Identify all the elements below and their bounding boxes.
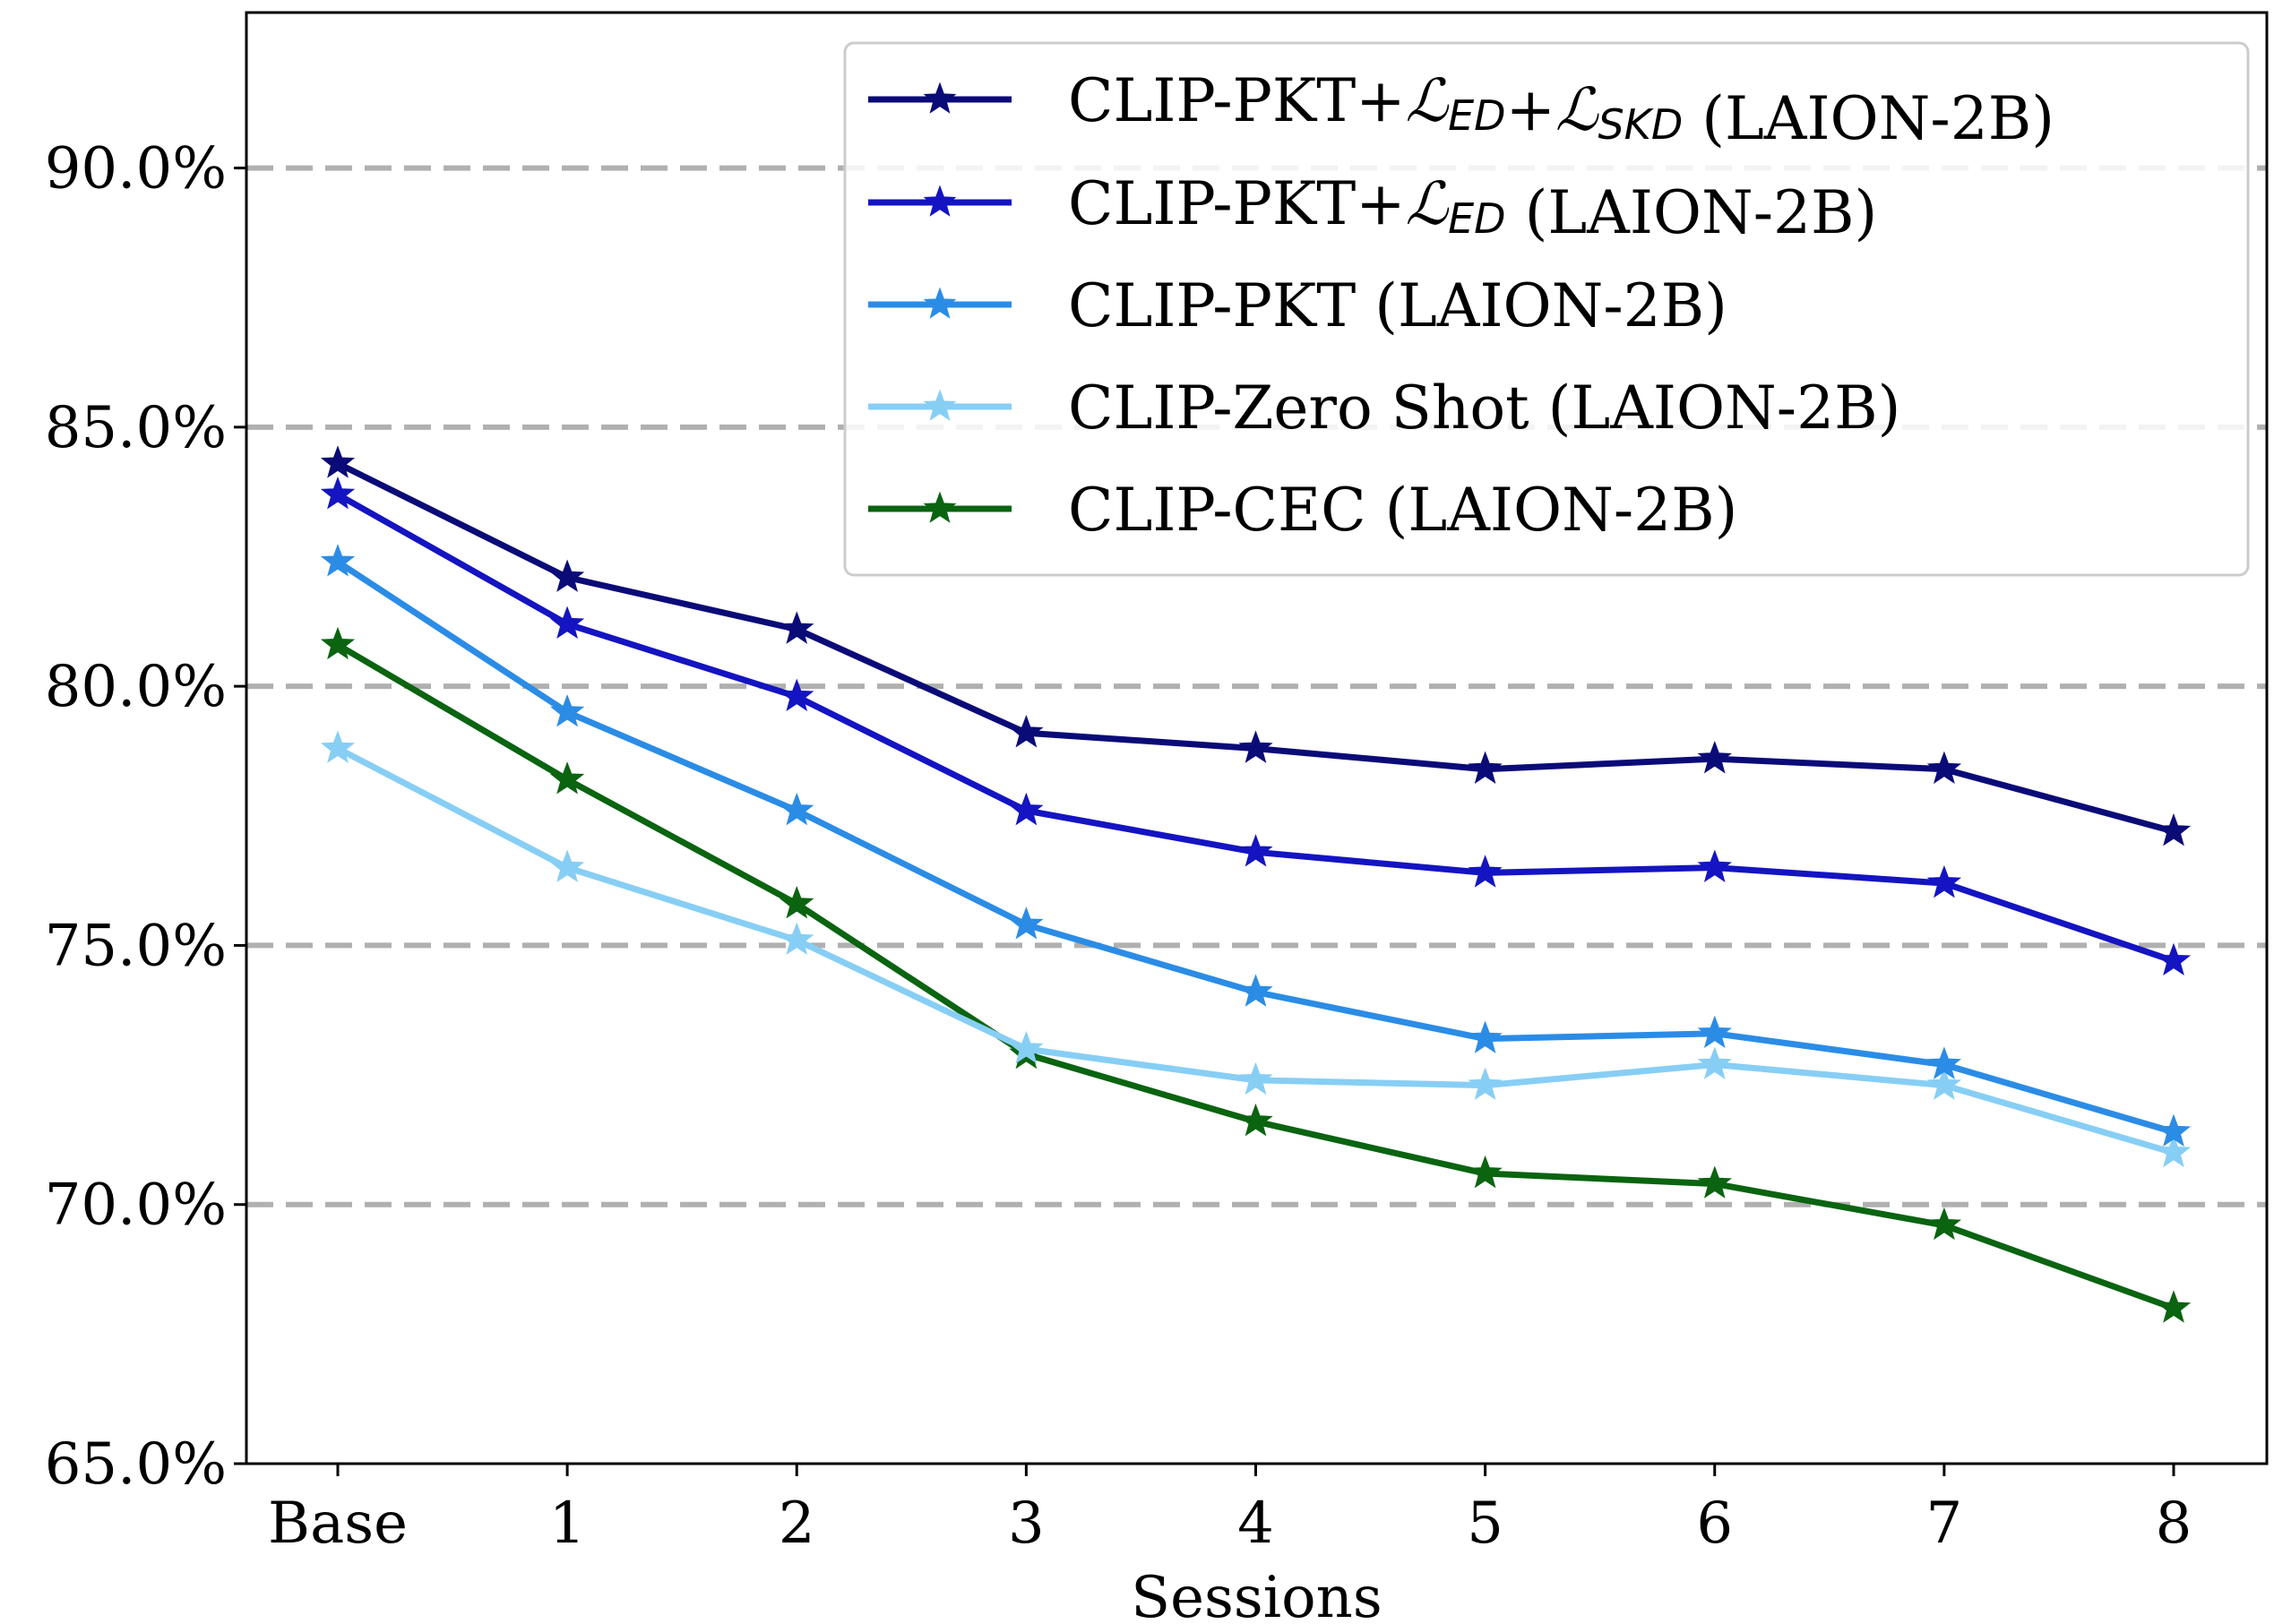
data-point-marker bbox=[1926, 1207, 1962, 1241]
data-point-marker bbox=[1468, 1155, 1503, 1189]
data-point-marker bbox=[1926, 751, 1962, 785]
series-group bbox=[320, 730, 2192, 1168]
data-point-marker bbox=[1009, 715, 1044, 748]
data-point-marker bbox=[1468, 1067, 1503, 1100]
data-point-marker bbox=[2156, 1290, 2192, 1323]
x-tick-label: 6 bbox=[1696, 1491, 1733, 1557]
legend-marker bbox=[923, 82, 957, 114]
x-tick-label: 3 bbox=[1008, 1491, 1045, 1557]
data-point-marker bbox=[1697, 740, 1732, 774]
legend-label: CLIP-CEC (LAION-2B) bbox=[1068, 476, 1737, 545]
data-point-marker bbox=[780, 885, 814, 919]
x-tick-label: 1 bbox=[549, 1491, 586, 1557]
data-point-marker bbox=[1238, 834, 1273, 867]
data-point-marker bbox=[1697, 1015, 1732, 1049]
legend-label: CLIP-PKT+ℒED+ℒSKD (LAION-2B) bbox=[1068, 66, 2054, 153]
data-point-marker bbox=[320, 626, 356, 660]
x-tick-label: Base bbox=[268, 1491, 408, 1557]
y-tick-label: 80.0% bbox=[45, 654, 227, 720]
series-group bbox=[320, 626, 2192, 1323]
legend-label: CLIP-PKT (LAION-2B) bbox=[1068, 271, 1727, 340]
data-point-marker bbox=[1926, 1067, 1962, 1100]
data-point-marker bbox=[780, 922, 814, 955]
legend-label: CLIP-PKT+ℒED (LAION-2B) bbox=[1068, 169, 1877, 247]
x-tick-label: 5 bbox=[1467, 1491, 1503, 1557]
data-point-marker bbox=[1468, 855, 1503, 888]
y-tick-label: 85.0% bbox=[45, 395, 227, 461]
data-point-marker bbox=[549, 606, 585, 640]
series-group bbox=[320, 476, 2192, 976]
legend-marker bbox=[923, 287, 957, 319]
series-group bbox=[320, 445, 2192, 846]
data-point-marker bbox=[320, 730, 356, 763]
data-point-marker bbox=[2156, 942, 2192, 976]
legend: CLIP-PKT+ℒED+ℒSKD (LAION-2B) CLIP-PKT+ℒED… bbox=[843, 41, 2250, 577]
data-point-marker bbox=[1009, 907, 1044, 940]
data-point-marker bbox=[549, 761, 585, 795]
data-point-marker bbox=[1238, 730, 1273, 763]
data-point-marker bbox=[1697, 849, 1732, 882]
legend-entry: CLIP-PKT+ℒED+ℒSKD (LAION-2B) bbox=[868, 66, 2054, 153]
legend-box bbox=[843, 41, 2250, 577]
data-point-marker bbox=[1926, 864, 1962, 898]
y-tick-label: 65.0% bbox=[45, 1431, 227, 1498]
x-tick-label: 2 bbox=[779, 1491, 815, 1557]
x-tick-label: 4 bbox=[1237, 1491, 1274, 1557]
data-point-marker bbox=[1238, 974, 1273, 1007]
data-point-marker bbox=[2156, 812, 2192, 846]
data-point-marker bbox=[1697, 1165, 1732, 1199]
legend-marker bbox=[923, 491, 957, 523]
data-point-marker bbox=[549, 693, 585, 727]
data-point-marker bbox=[2156, 1113, 2192, 1147]
y-tick-label: 70.0% bbox=[45, 1173, 227, 1239]
legend-entry: CLIP-CEC (LAION-2B) bbox=[868, 476, 1737, 545]
axis-ticks: 65.0% 70.0% 75.0% 80.0% 85.0% 90.0% Base 1 2 3 4 5 6… bbox=[45, 136, 2192, 1557]
data-point-marker bbox=[2156, 1134, 2192, 1168]
x-tick-label: 8 bbox=[2156, 1491, 2192, 1557]
legend-entry: CLIP-Zero Shot (LAION-2B) bbox=[868, 374, 1900, 443]
data-point-marker bbox=[549, 849, 585, 882]
x-axis-label: Sessions bbox=[1131, 1565, 1382, 1624]
data-point-marker bbox=[320, 445, 356, 478]
data-point-marker bbox=[549, 559, 585, 592]
data-point-marker bbox=[1468, 751, 1503, 785]
data-point-marker bbox=[780, 611, 814, 644]
legend-marker bbox=[923, 185, 957, 217]
y-tick-label: 75.0% bbox=[45, 913, 227, 979]
data-point-marker bbox=[1238, 1103, 1273, 1137]
series-lines bbox=[320, 445, 2192, 1323]
data-point-marker bbox=[1926, 1046, 1962, 1079]
data-point-marker bbox=[320, 476, 356, 510]
series-group bbox=[320, 544, 2192, 1147]
data-point-marker bbox=[780, 678, 814, 712]
legend-label: CLIP-Zero Shot (LAION-2B) bbox=[1068, 374, 1900, 443]
data-point-marker bbox=[1009, 1030, 1044, 1064]
legend-marker bbox=[923, 389, 957, 421]
x-tick-label: 7 bbox=[1926, 1491, 1963, 1557]
data-point-marker bbox=[780, 792, 814, 826]
data-point-marker bbox=[1697, 1046, 1732, 1079]
legend-entry: CLIP-PKT+ℒED (LAION-2B) bbox=[868, 169, 1877, 247]
data-point-marker bbox=[1009, 792, 1044, 826]
data-point-marker bbox=[320, 544, 356, 577]
y-tick-label: 90.0% bbox=[45, 136, 227, 202]
data-point-marker bbox=[1238, 1061, 1273, 1096]
legend-entry: CLIP-PKT (LAION-2B) bbox=[868, 271, 1727, 340]
data-point-marker bbox=[1468, 1020, 1503, 1053]
